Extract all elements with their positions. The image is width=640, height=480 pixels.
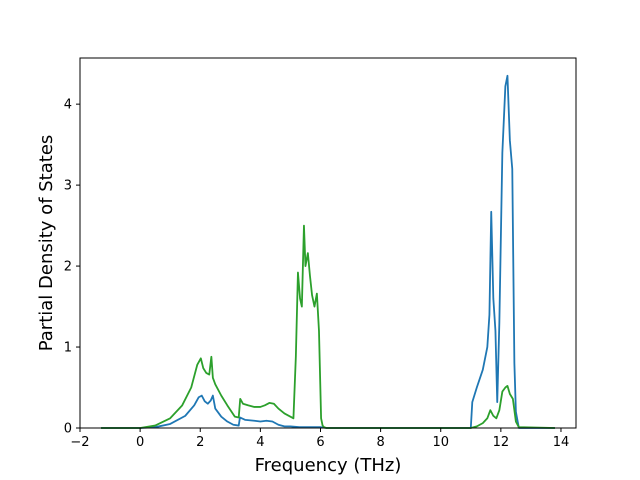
y-tick-label: 0 — [64, 422, 72, 437]
plot-area-frame — [79, 57, 577, 429]
x-tick-label: 6 — [316, 435, 324, 450]
x-tick-label: 12 — [493, 435, 510, 450]
x-axis-title: Frequency (THz) — [255, 455, 402, 476]
x-tick-label: 4 — [256, 435, 264, 450]
x-tick-label: 0 — [136, 435, 144, 450]
y-tick-label: 3 — [64, 179, 72, 194]
series-line-1 — [101, 224, 555, 429]
x-tick-label: 2 — [196, 435, 204, 450]
y-tick-label: 4 — [64, 98, 72, 113]
x-tick-label: 14 — [553, 435, 570, 450]
x-tick-label: 10 — [432, 435, 449, 450]
y-axis-title: Partial Density of States — [36, 135, 57, 352]
y-tick-label: 2 — [64, 260, 72, 275]
series-line-0 — [101, 74, 555, 429]
x-tick-label: −2 — [70, 435, 89, 450]
x-tick-label: 8 — [376, 435, 384, 450]
series-layer — [101, 74, 555, 429]
y-tick-label: 1 — [64, 341, 72, 356]
